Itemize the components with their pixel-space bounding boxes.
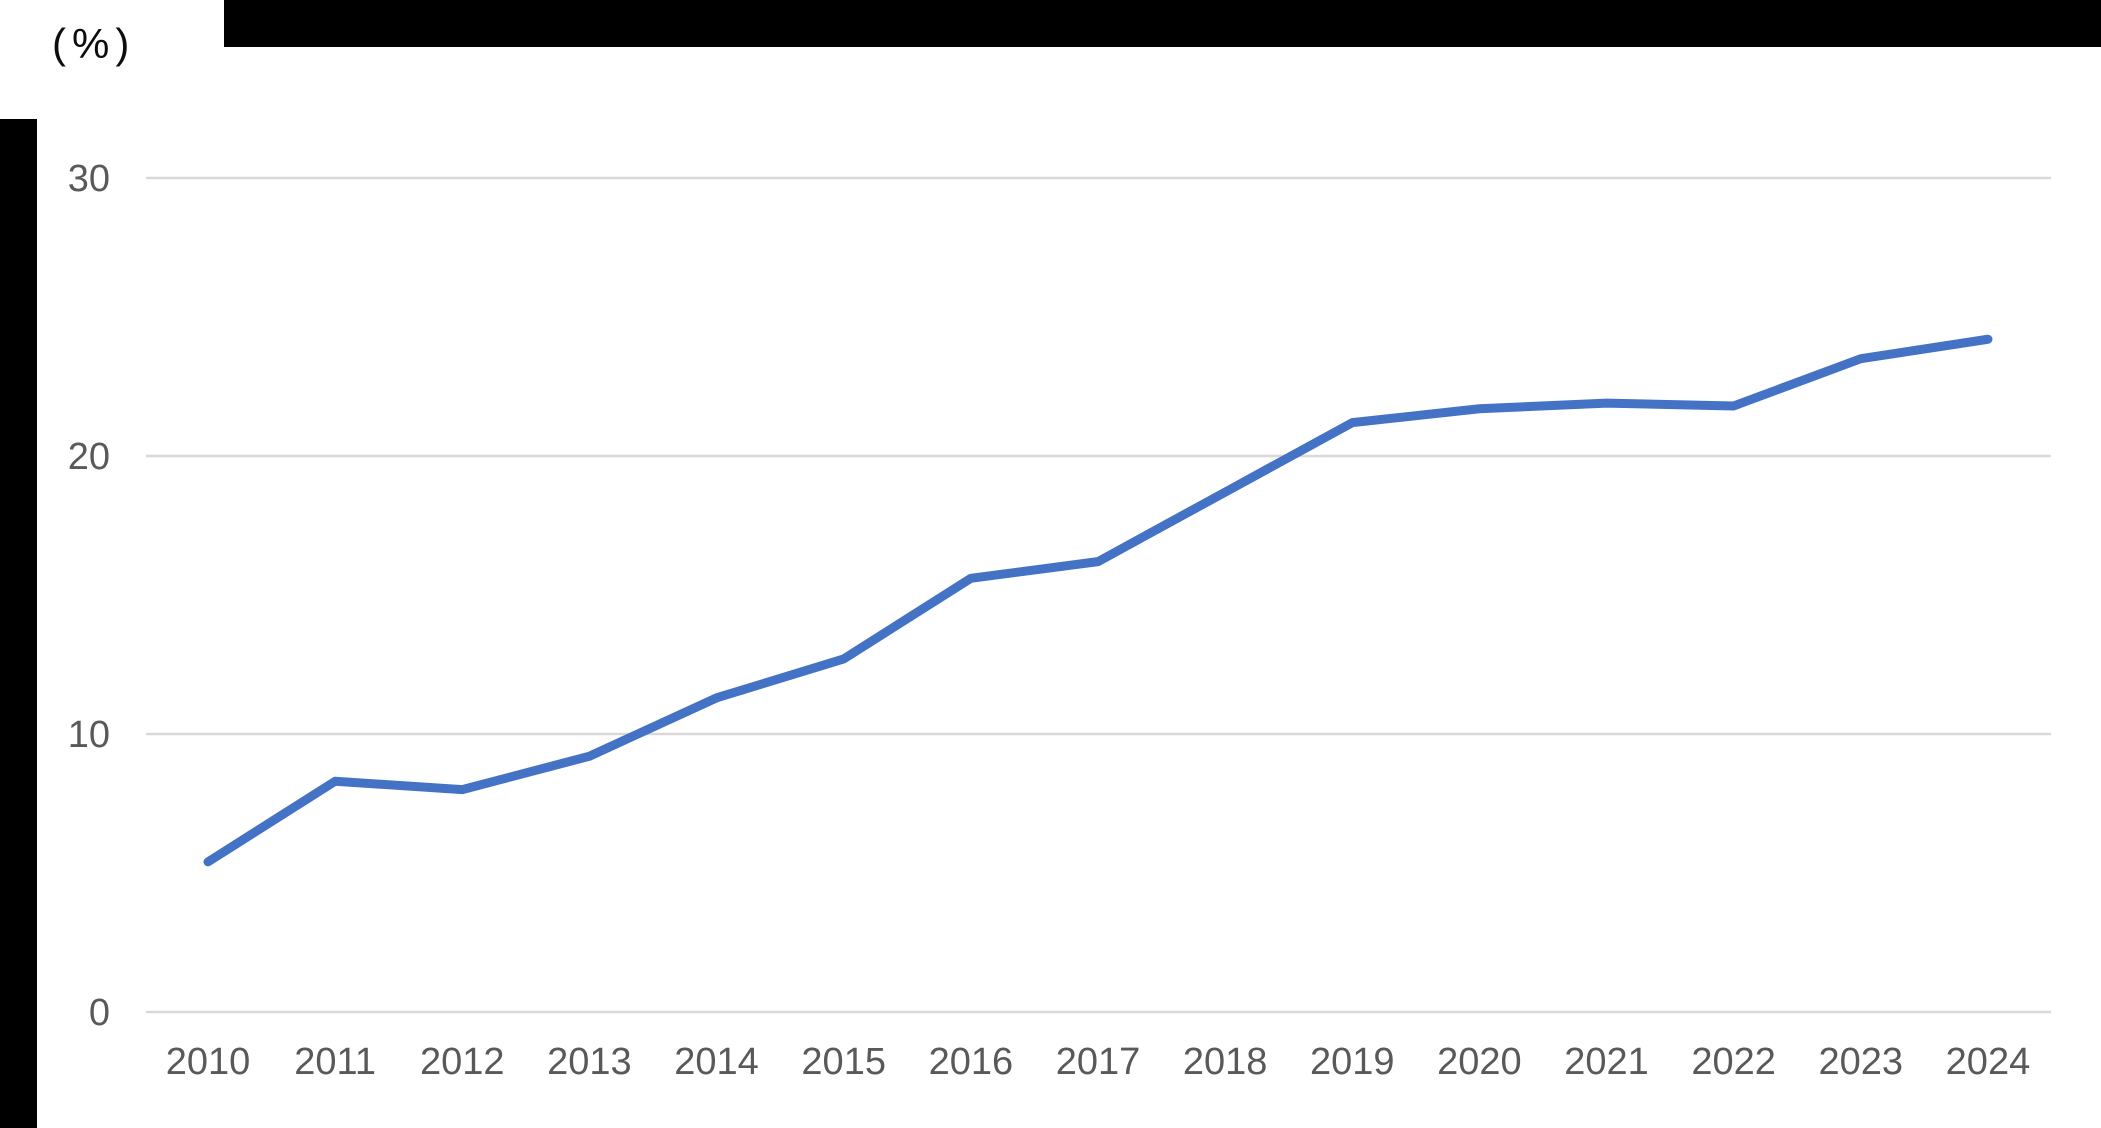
x-tick-label: 2017 bbox=[1056, 1041, 1141, 1083]
x-tick-label: 2012 bbox=[420, 1041, 505, 1083]
y-tick-label: 30 bbox=[68, 158, 110, 200]
x-tick-label: 2019 bbox=[1310, 1041, 1395, 1083]
x-tick-label: 2020 bbox=[1437, 1041, 1522, 1083]
x-tick-label: 2021 bbox=[1564, 1041, 1649, 1083]
y-tick-label: 20 bbox=[68, 436, 110, 478]
x-tick-label: 2015 bbox=[801, 1041, 886, 1083]
x-tick-label: 2013 bbox=[547, 1041, 632, 1083]
y-tick-label: 10 bbox=[68, 714, 110, 756]
x-tick-label: 2014 bbox=[674, 1041, 759, 1083]
x-tick-label: 2018 bbox=[1183, 1041, 1268, 1083]
redaction-bar-top bbox=[224, 0, 2101, 47]
y-axis-unit-label: (%) bbox=[52, 20, 136, 67]
x-tick-label: 2010 bbox=[166, 1041, 251, 1083]
x-tick-label: 2016 bbox=[929, 1041, 1014, 1083]
x-tick-label: 2024 bbox=[1946, 1041, 2031, 1083]
redaction-bar-left bbox=[0, 119, 37, 1128]
data-series-line bbox=[203, 334, 1993, 867]
x-tick-label: 2022 bbox=[1691, 1041, 1776, 1083]
x-tick-label: 2011 bbox=[294, 1041, 376, 1083]
x-tick-label: 2023 bbox=[1819, 1041, 1904, 1083]
y-tick-label: 0 bbox=[89, 992, 110, 1034]
